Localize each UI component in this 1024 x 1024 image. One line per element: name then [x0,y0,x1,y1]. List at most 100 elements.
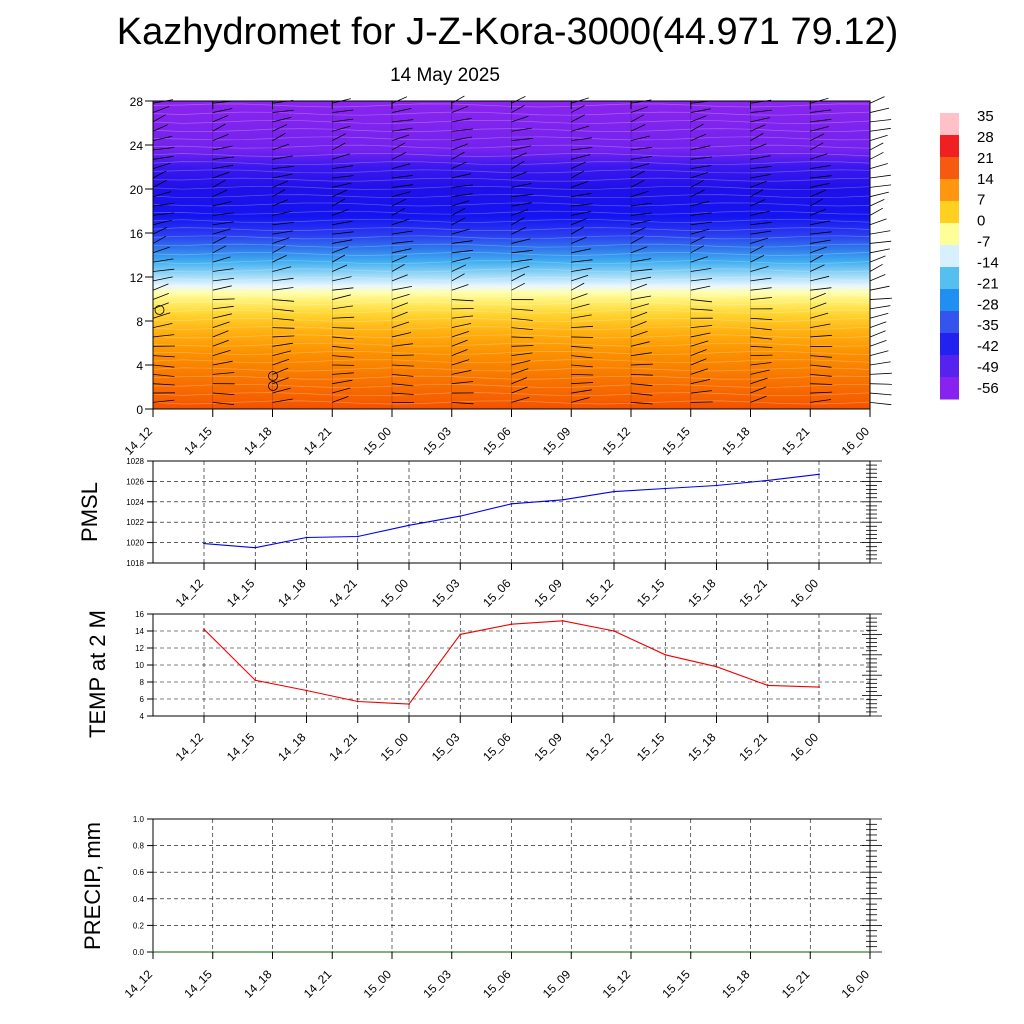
wind-barb [630,235,644,244]
data-point [766,684,769,687]
wind-barb [391,240,414,244]
wind-barb [869,96,885,104]
wind-barb [451,323,472,328]
wind-barb [869,184,892,188]
wind-barb [630,276,652,282]
x-tick-label: 15_03 [420,424,454,458]
wind-barb [511,282,525,291]
wind-barb [630,246,648,254]
x-tick-label: 15_21 [736,576,770,610]
wind-barb [690,368,708,375]
wind-barb [391,302,409,310]
wind-barb [571,125,590,132]
colorbar-swatch [940,333,959,356]
wind-barb [332,118,354,123]
wind-barb [152,219,172,226]
wind-barb [630,258,652,263]
wind-barb [571,293,588,300]
wind-barb [451,193,473,198]
wind-barb [451,136,472,141]
y-tick-label: 1018 [126,559,144,568]
wind-barb [332,336,354,340]
wind-barb [332,246,349,254]
colorbar-swatch [940,377,959,400]
wind-barb [750,266,769,272]
wind-barb [332,387,351,394]
temperature-field [153,101,870,409]
wind-barb [212,372,235,375]
wind-barb [451,184,473,188]
x-tick-label: 15_09 [531,576,565,610]
data-point [613,630,615,632]
wind-barb [212,278,234,282]
wind-barb [152,114,166,123]
wind-barb [272,222,294,226]
wind-barb [750,124,766,132]
wind-barb [212,285,232,291]
wind-barb [750,166,772,170]
wind-barb [272,180,289,188]
wind-barb [152,268,175,272]
precip-panel: 0.0 0.2 0.4 0.6 0.8 1.0 14_12 14_15 14_18 14_21 15… [80,815,882,1001]
wind-barb [810,231,832,235]
wind-barb [332,142,346,151]
colorbar-label: -56 [977,380,999,397]
y-tick-label: 0.0 [133,948,145,957]
colorbar-label: 7 [977,192,985,209]
isotherm [152,243,871,248]
wind-barb [511,360,531,366]
wind-barb [391,191,411,198]
wind-barb [750,189,764,198]
wind-barb [152,227,168,235]
data-point [613,490,615,493]
colorbar-swatch [940,245,959,268]
y-tick-label: 1020 [126,539,144,548]
wind-barb [869,372,892,375]
wind-barb [332,239,353,244]
chart-title: Kazhydromet for J-Z-Kora-3000(44.971 79.… [116,11,899,53]
wind-barb [810,126,829,132]
x-tick-label: 14_21 [301,424,335,458]
wind-barb [332,396,349,403]
wind-barb [869,207,883,216]
wind-barb [391,343,414,347]
isotherm [152,293,871,298]
wind-barb [869,134,888,141]
wind-barb [690,179,704,188]
wind-barb [272,189,286,198]
wind-barb [332,294,351,300]
x-tick-label: 14_21 [301,967,335,1001]
wind-barb [511,386,528,394]
wind-barb [869,340,887,347]
x-tick-label: 14_12 [173,576,207,610]
isotherm [152,367,871,372]
wind-barb [212,402,235,405]
wind-barb [630,106,648,113]
wind-barb [571,114,585,123]
wind-barb [869,402,892,406]
wind-barb [750,210,770,216]
wind-barb [212,123,226,132]
colorbar-label: 21 [977,150,994,167]
wind-barb [152,191,172,198]
isotherm [152,194,871,199]
wind-barb [750,395,767,403]
x-tick-label: 15_09 [531,730,565,764]
wind-barb [272,245,286,254]
isotherm [152,375,871,380]
data-point [510,502,513,505]
wind-barb [630,227,646,235]
wind-barb [750,297,772,300]
wind-barb [451,257,471,263]
wind-barb [630,268,653,272]
wind-barb [690,172,708,179]
wind-barb [810,334,832,338]
wind-barb [332,355,354,358]
wind-barb [690,212,712,216]
wind-barb [869,127,891,132]
wind-barb [750,230,772,235]
wind-barb [630,124,646,132]
colorbar-label: -21 [977,275,999,292]
wind-barb [750,245,764,254]
wind-barb [451,369,472,375]
